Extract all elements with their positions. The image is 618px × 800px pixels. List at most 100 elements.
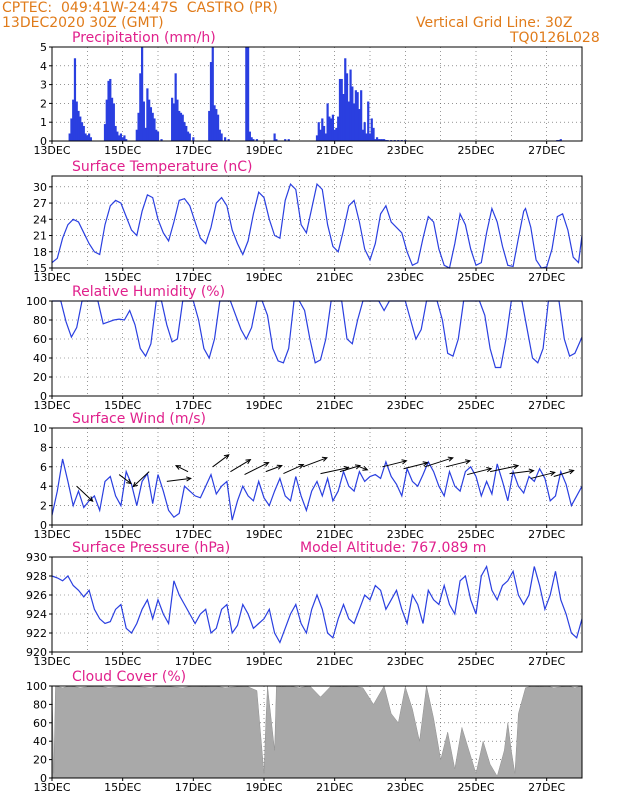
precip-bar bbox=[72, 99, 75, 141]
precip-bar bbox=[250, 137, 253, 141]
header-grid-note: Vertical Grid Line: 30Z bbox=[416, 15, 573, 31]
precip-bar bbox=[379, 139, 382, 141]
wind-vector bbox=[339, 465, 361, 473]
precip-bar bbox=[107, 80, 110, 141]
wind-arrowhead bbox=[276, 464, 283, 470]
x-tick-label: 21DEC bbox=[316, 144, 353, 157]
y-tick-label: 20 bbox=[33, 754, 47, 767]
x-tick-label: 21DEC bbox=[316, 399, 353, 412]
wind-arrowhead bbox=[465, 459, 472, 465]
x-tick-label: 13DEC bbox=[33, 655, 70, 668]
precip-bar bbox=[284, 139, 287, 141]
precip-bar bbox=[171, 97, 174, 141]
wind-arrowhead bbox=[223, 454, 230, 460]
precip-bar bbox=[103, 124, 107, 141]
x-tick-label: 17DEC bbox=[175, 655, 212, 668]
panel-1: 0 1 2 3 4 5 13DEC 15DEC 17DEC 19DEC 21DEC 23DEC 25DE… bbox=[33, 30, 583, 157]
wind-vector bbox=[553, 470, 574, 477]
precip-bar bbox=[88, 133, 91, 141]
precip-bar bbox=[358, 109, 361, 141]
x-tick-label: 15DEC bbox=[104, 144, 141, 157]
y-tick-label: 30 bbox=[33, 181, 47, 194]
panel-5: 920 922 924 926 928 930 13DEC 15DEC 17DEC 19DEC 21… bbox=[26, 540, 583, 668]
x-tick-label: 15DEC bbox=[104, 399, 141, 412]
header-date: 13DEC2020 30Z (GMT) bbox=[2, 15, 164, 31]
x-tick-label: 23DEC bbox=[387, 781, 424, 794]
precip-bar bbox=[208, 110, 211, 141]
precip-bar bbox=[349, 69, 352, 141]
x-tick-label: 21DEC bbox=[316, 655, 353, 668]
precip-bar bbox=[248, 131, 251, 141]
precip-bar bbox=[77, 110, 80, 141]
wind-arrowhead bbox=[486, 467, 493, 473]
wind-arrowhead bbox=[263, 462, 270, 467]
wind-vector bbox=[212, 454, 230, 468]
precip-bar bbox=[118, 135, 121, 141]
precip-bar bbox=[114, 125, 117, 141]
wind-arrowhead bbox=[513, 464, 520, 470]
x-tick-label: 27DEC bbox=[528, 271, 565, 284]
precip-bar bbox=[338, 78, 342, 141]
precip-bar bbox=[144, 127, 147, 141]
y-tick-label: 4 bbox=[40, 480, 47, 493]
y-tick-label: 1 bbox=[40, 116, 47, 129]
wind-vector bbox=[467, 468, 492, 476]
precip-bar bbox=[172, 103, 175, 141]
precip-bar bbox=[220, 133, 223, 141]
precip-bar bbox=[326, 103, 329, 141]
wind-arrowhead bbox=[362, 465, 369, 471]
wind-vector bbox=[359, 466, 368, 471]
series-line bbox=[52, 300, 583, 369]
y-tick-label: 4 bbox=[40, 60, 47, 73]
precip-bar bbox=[179, 112, 183, 141]
x-tick-label: 21DEC bbox=[316, 528, 353, 541]
panel-frame bbox=[51, 556, 583, 653]
x-tick-label: 25DEC bbox=[457, 271, 494, 284]
precip-bar bbox=[227, 139, 230, 141]
x-tick-label: 17DEC bbox=[175, 399, 212, 412]
precip-bar bbox=[146, 88, 149, 141]
wind-arrowhead bbox=[174, 465, 182, 470]
precip-bar bbox=[73, 58, 77, 141]
y-tick-label: 21 bbox=[33, 230, 47, 243]
x-tick-label: 25DEC bbox=[457, 528, 494, 541]
wind-arrowhead bbox=[422, 461, 429, 467]
precip-bar bbox=[121, 137, 124, 141]
y-tick-label: 10 bbox=[33, 422, 47, 435]
wind-vector bbox=[283, 464, 304, 475]
x-tick-label: 19DEC bbox=[245, 655, 282, 668]
panel-title: Surface Wind (m/s) bbox=[72, 411, 206, 427]
x-tick-label: 15DEC bbox=[104, 528, 141, 541]
precip-bar bbox=[354, 90, 357, 141]
y-tick-label: 100 bbox=[26, 680, 47, 693]
wind-arrowhead bbox=[401, 459, 408, 465]
wind-vector bbox=[76, 485, 94, 502]
precip-bar bbox=[360, 90, 363, 141]
x-tick-label: 23DEC bbox=[387, 399, 424, 412]
precip-bar bbox=[151, 112, 154, 141]
panel-frame bbox=[51, 300, 583, 397]
wind-vector bbox=[132, 471, 150, 488]
panel-title: Surface Pressure (hPa) bbox=[72, 540, 230, 556]
wind-vector bbox=[490, 465, 519, 473]
wind-arrowhead bbox=[126, 478, 133, 485]
precip-bar bbox=[370, 118, 373, 141]
precip-bar bbox=[324, 133, 327, 141]
precip-bar bbox=[319, 129, 322, 141]
precip-bar bbox=[155, 129, 158, 141]
precip-bar bbox=[110, 97, 114, 141]
precip-bar bbox=[273, 133, 276, 141]
y-tick-label: 20 bbox=[33, 371, 47, 384]
x-tick-label: 19DEC bbox=[245, 781, 282, 794]
precip-bar bbox=[209, 62, 213, 141]
wind-vector bbox=[118, 474, 132, 484]
precip-bar bbox=[363, 122, 366, 141]
x-tick-label: 23DEC bbox=[387, 271, 424, 284]
y-tick-label: 930 bbox=[26, 551, 47, 564]
precip-bar bbox=[345, 73, 349, 141]
precip-bar bbox=[82, 125, 85, 141]
y-tick-label: 24 bbox=[33, 213, 47, 226]
x-tick-label: 17DEC bbox=[175, 528, 212, 541]
precip-bar bbox=[156, 131, 160, 141]
wind-vector bbox=[530, 471, 555, 479]
